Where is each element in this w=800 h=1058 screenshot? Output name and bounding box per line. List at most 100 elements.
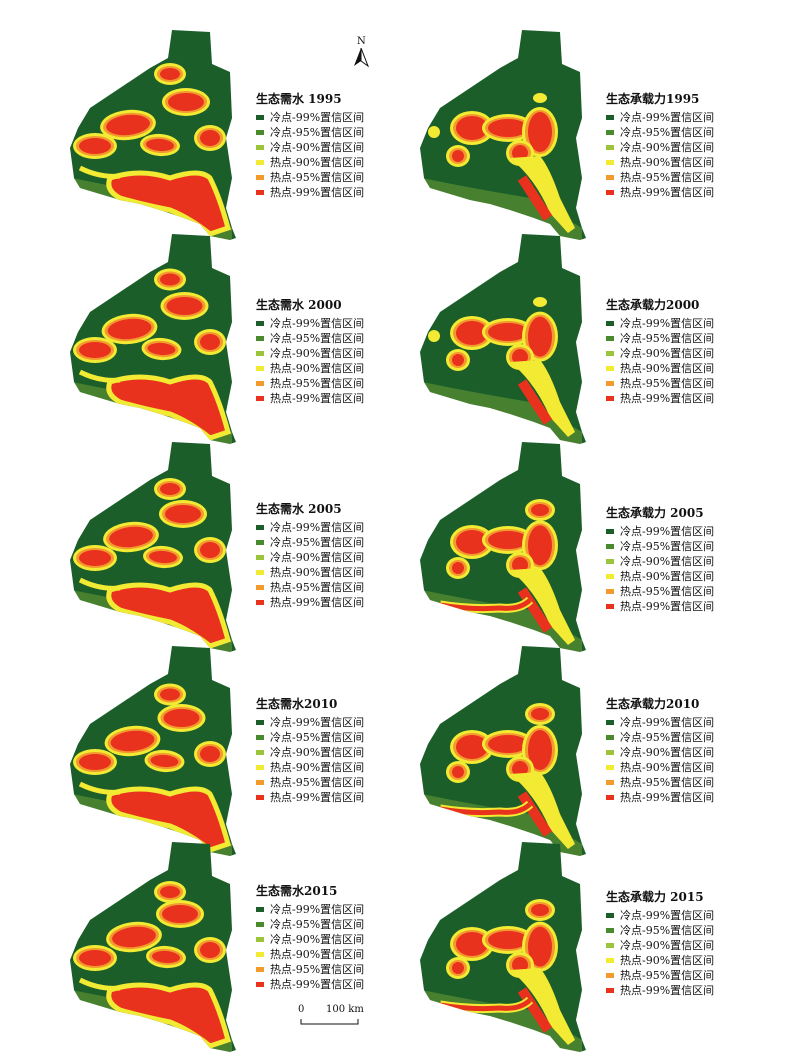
- legend-label: 热点-90%置信区间: [270, 362, 365, 375]
- legend-item: 热点-99%置信区间: [256, 595, 364, 610]
- legend-item: 冷点-95%置信区间: [606, 331, 714, 346]
- legend-item: 热点-90%置信区间: [606, 760, 714, 775]
- legend-swatch: [256, 600, 264, 605]
- legend-swatch: [256, 780, 264, 785]
- legend-swatch: [606, 750, 614, 755]
- legend-capacity-2010: 生态承载力2010 冷点-99%置信区间 冷点-95%置信区间 冷点-90%置信区间热…: [606, 697, 714, 805]
- legend-item: 冷点-90%置信区间: [606, 745, 714, 760]
- legend-item: 冷点-95%置信区间: [606, 923, 714, 938]
- legend-swatch: [256, 937, 264, 942]
- legend-label: 热点-95%置信区间: [270, 171, 365, 184]
- legend-swatch: [606, 115, 614, 120]
- legend-swatch: [256, 765, 264, 770]
- legend-capacity-2015: 生态承载力 2015 冷点-99%置信区间 冷点-95%置信区间 冷点-90%置信区间…: [606, 890, 714, 998]
- legend-swatch: [606, 175, 614, 180]
- legend-item: 冷点-95%置信区间: [256, 125, 364, 140]
- legend-label: 热点-90%置信区间: [620, 156, 715, 169]
- legend-swatch: [606, 973, 614, 978]
- legend-item: 冷点-90%置信区间: [256, 745, 364, 760]
- legend-item: 热点-95%置信区间: [606, 170, 714, 185]
- legend-label: 冷点-99%置信区间: [620, 909, 715, 922]
- legend-item: 冷点-90%置信区间: [606, 554, 714, 569]
- legend-swatch: [256, 555, 264, 560]
- legend-item: 热点-90%置信区间: [606, 569, 714, 584]
- legend-label: 冷点-95%置信区间: [270, 731, 365, 744]
- legend-item: 热点-90%置信区间: [606, 155, 714, 170]
- legend-swatch: [256, 967, 264, 972]
- legend-swatch: [606, 589, 614, 594]
- legend-item: 冷点-95%置信区间: [256, 917, 364, 932]
- legend-title: 生态承载力2000: [606, 298, 700, 312]
- legend-demand-2010: 生态需水2010 冷点-99%置信区间 冷点-95%置信区间 冷点-90%置信区间 热点…: [256, 697, 364, 805]
- legend-item: 热点-90%置信区间: [606, 361, 714, 376]
- legend-item: 冷点-95%置信区间: [256, 730, 364, 745]
- legend-demand-1995: 生态需水 1995 冷点-99%置信区间 冷点-95%置信区间 冷点-90%置信区间热…: [256, 92, 364, 200]
- legend-swatch: [256, 321, 264, 326]
- legend-item: 冷点-95%置信区间: [256, 331, 364, 346]
- legend-label: 冷点-90%置信区间: [620, 347, 715, 360]
- legend-swatch: [256, 795, 264, 800]
- legend-item: 热点-99%置信区间: [256, 185, 364, 200]
- map-capacity-1995: [420, 30, 586, 240]
- north-arrow: N: [350, 36, 374, 70]
- legend-item: 冷点-99%置信区间: [606, 524, 714, 539]
- legend-item: 冷点-95%置信区间: [606, 125, 714, 140]
- map-capacity-2000: [420, 234, 586, 444]
- legend-item: 热点-99%置信区间: [256, 391, 364, 406]
- legend-label: 热点-99%置信区间: [270, 978, 365, 991]
- legend-swatch: [606, 190, 614, 195]
- legend-swatch: [606, 795, 614, 800]
- legend-title: 生态承载力 2005: [606, 506, 704, 520]
- legend-item: 冷点-99%置信区间: [606, 908, 714, 923]
- legend-label: 热点-99%置信区间: [270, 596, 365, 609]
- legend-label: 热点-99%置信区间: [270, 392, 365, 405]
- legend-label: 冷点-90%置信区间: [270, 933, 365, 946]
- legend-label: 冷点-90%置信区间: [620, 939, 715, 952]
- legend-item: 热点-90%置信区间: [256, 361, 364, 376]
- legend-label: 热点-99%置信区间: [620, 600, 715, 613]
- legend-swatch: [606, 765, 614, 770]
- legend-item: 热点-95%置信区间: [256, 775, 364, 790]
- legend-label: 热点-99%置信区间: [620, 186, 715, 199]
- legend-capacity-2000: 生态承载力2000 冷点-99%置信区间 冷点-95%置信区间 冷点-90%置信区间热…: [606, 298, 714, 406]
- legend-label: 冷点-99%置信区间: [270, 111, 365, 124]
- legend-swatch: [606, 381, 614, 386]
- north-label: N: [357, 36, 366, 47]
- legend-swatch: [256, 336, 264, 341]
- legend-label: 冷点-90%置信区间: [270, 141, 365, 154]
- legend-swatch: [256, 540, 264, 545]
- legend-item: 冷点-99%置信区间: [256, 902, 364, 917]
- map-capacity-2015: [420, 842, 586, 1052]
- legend-swatch: [606, 366, 614, 371]
- legend-swatch: [606, 574, 614, 579]
- legend-item: 冷点-90%置信区间: [256, 346, 364, 361]
- legend-label: 冷点-90%置信区间: [620, 746, 715, 759]
- legend-item: 热点-95%置信区间: [606, 584, 714, 599]
- legend-label: 冷点-90%置信区间: [270, 746, 365, 759]
- legend-item: 冷点-99%置信区间: [256, 110, 364, 125]
- legend-title: 生态需水2010: [256, 697, 338, 711]
- legend-label: 冷点-99%置信区间: [270, 317, 365, 330]
- legend-swatch: [606, 604, 614, 609]
- legend-label: 热点-90%置信区间: [270, 156, 365, 169]
- map-demand-2015: [70, 842, 236, 1052]
- legend-label: 热点-90%置信区间: [620, 954, 715, 967]
- legend-label: 热点-90%置信区间: [270, 761, 365, 774]
- legend-label: 热点-90%置信区间: [620, 570, 715, 583]
- legend-swatch: [606, 943, 614, 948]
- legend-label: 冷点-90%置信区间: [620, 141, 715, 154]
- legend-item: 热点-99%置信区间: [256, 977, 364, 992]
- legend-label: 冷点-99%置信区间: [270, 716, 365, 729]
- legend-item: 热点-95%置信区间: [256, 376, 364, 391]
- legend-swatch: [256, 351, 264, 356]
- legend-swatch: [256, 750, 264, 755]
- legend-label: 冷点-95%置信区间: [620, 924, 715, 937]
- legend-label: 热点-99%置信区间: [270, 186, 365, 199]
- legend-swatch: [606, 913, 614, 918]
- scale-zero: 0: [298, 1004, 305, 1015]
- north-arrow-icon: [354, 48, 370, 68]
- legend-item: 热点-90%置信区间: [606, 953, 714, 968]
- legend-item: 热点-90%置信区间: [256, 565, 364, 580]
- legend-label: 热点-99%置信区间: [620, 392, 715, 405]
- legend-swatch: [606, 544, 614, 549]
